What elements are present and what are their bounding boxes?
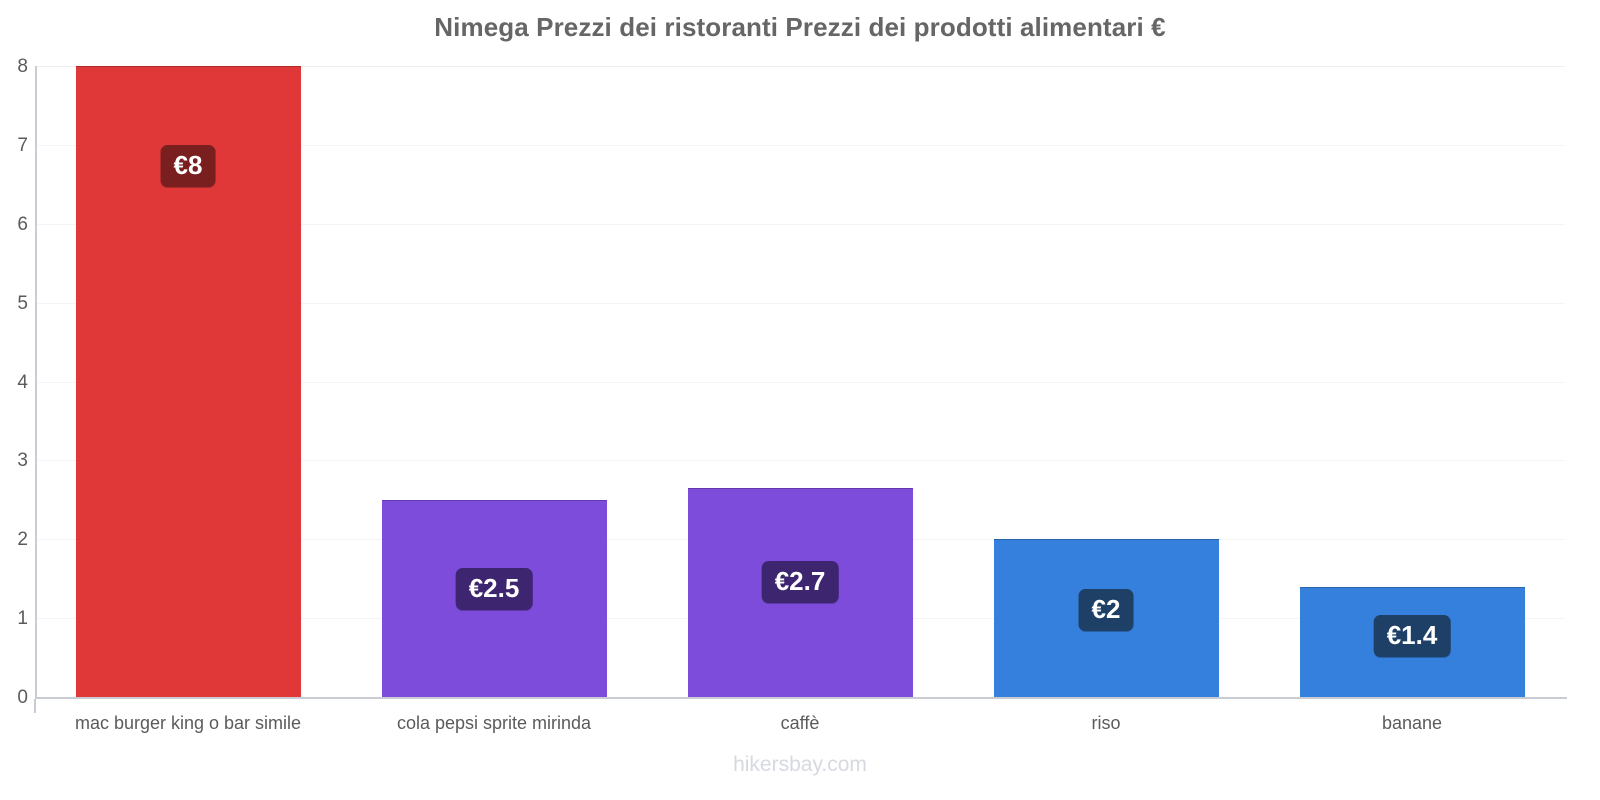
bar-value-label: €2	[1078, 589, 1134, 632]
y-axis-tick-label: 7	[17, 134, 28, 156]
y-axis-line	[35, 66, 37, 699]
y-axis-tick-label: 2	[17, 529, 28, 551]
gridline	[35, 223, 1565, 225]
y-axis-tick-label: 0	[17, 687, 28, 708]
y-axis-tick-label: 3	[17, 450, 28, 472]
bar-value-label: €8	[160, 145, 216, 187]
footer-watermark: hikersbay.com	[733, 753, 867, 776]
x-axis-category-label: mac burger king o bar simile	[74, 713, 302, 733]
y-axis-tick-label: 1	[17, 608, 28, 630]
gridline	[35, 460, 1565, 462]
bar-value-label: €2.5	[455, 567, 533, 610]
x-axis-category-label: banane	[1381, 713, 1443, 733]
y-axis-tick-label: 8	[17, 56, 28, 77]
y-axis-tick-label: 5	[17, 292, 28, 314]
x-axis-category-label: riso	[1091, 713, 1121, 733]
x-axis-category-label: caffè	[780, 713, 820, 733]
y-axis-tick-label: 6	[17, 213, 28, 235]
gridline	[35, 302, 1565, 304]
gridline	[35, 144, 1565, 146]
x-axis-category-label: cola pepsi sprite mirinda	[396, 713, 592, 733]
bar-value-label: €1.4	[1373, 615, 1451, 658]
y-axis-tick-label: 4	[17, 371, 28, 393]
chart-title: Nimega Prezzi dei ristoranti Prezzi dei …	[434, 12, 1166, 42]
bar-value-label: €2.7	[761, 561, 839, 604]
x-axis-line	[35, 697, 1567, 699]
gridline	[35, 381, 1565, 383]
gridline	[35, 66, 1565, 67]
x-axis-origin-tick	[34, 699, 36, 713]
